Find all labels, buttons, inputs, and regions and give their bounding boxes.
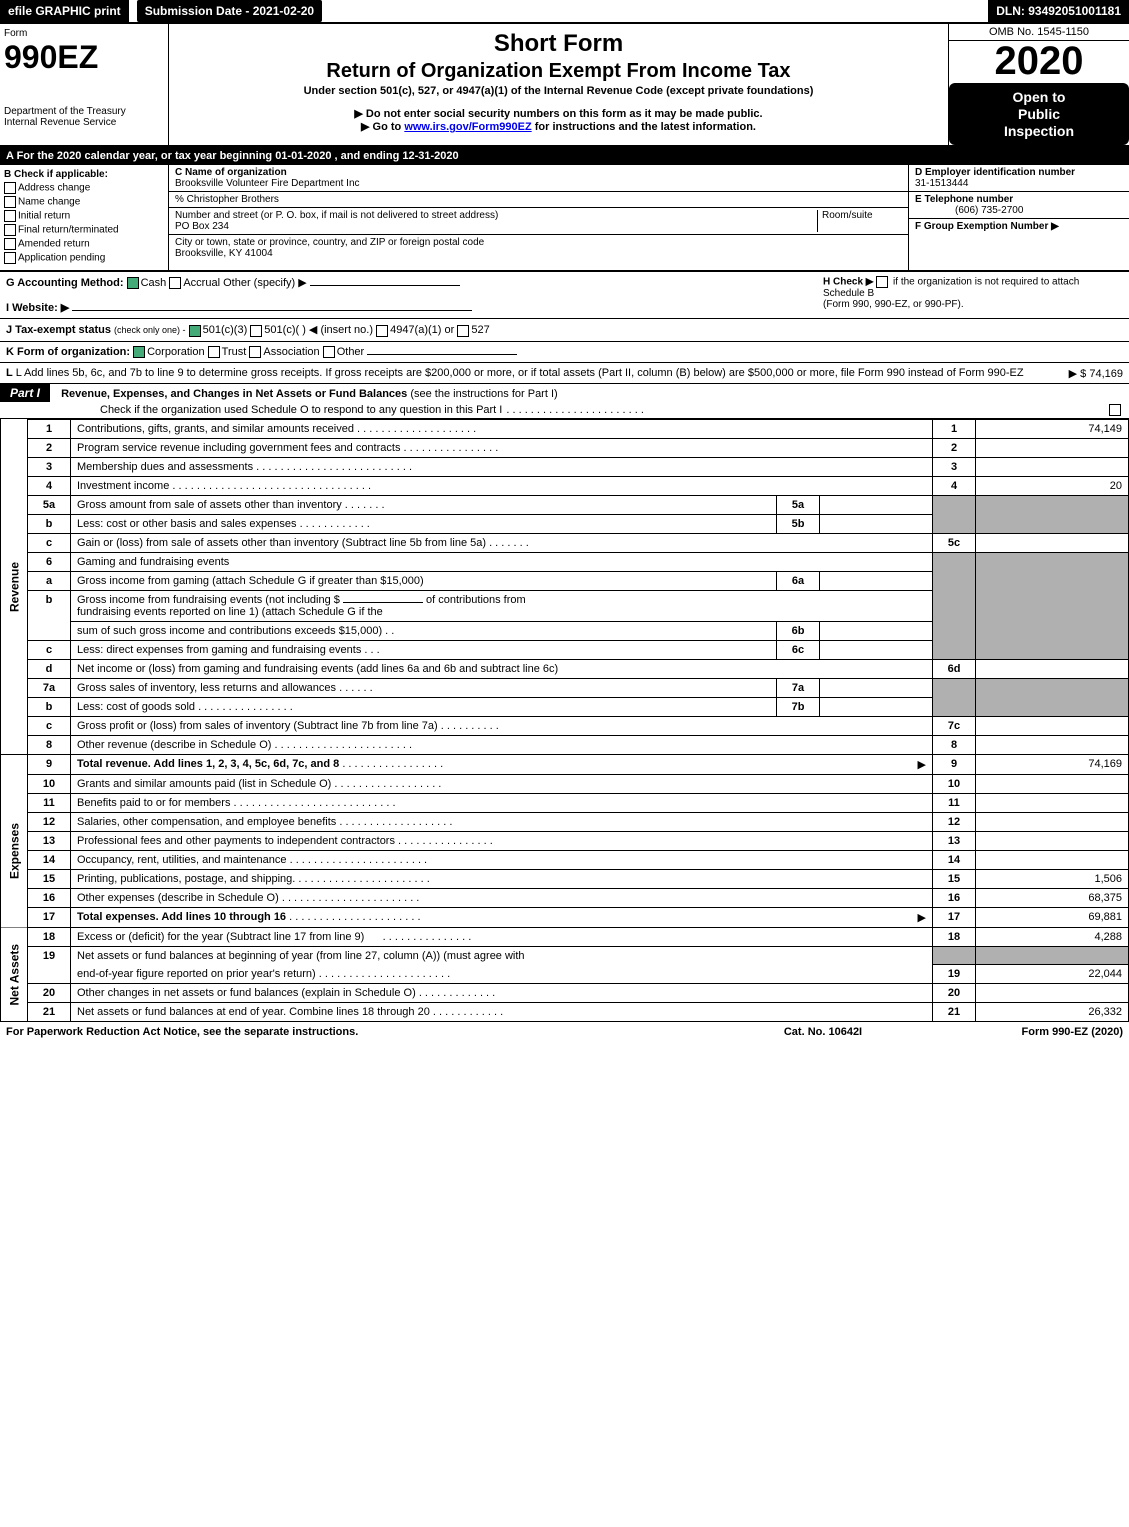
check-schedule-o[interactable] bbox=[1109, 404, 1121, 416]
goto-link-row: ▶ Go to www.irs.gov/Form990EZ for instru… bbox=[189, 120, 928, 133]
warning-ssn: ▶ Do not enter social security numbers o… bbox=[189, 107, 928, 120]
line6c-value bbox=[820, 640, 933, 659]
check-amended[interactable]: Amended return bbox=[4, 238, 164, 250]
line15-value: 1,506 bbox=[976, 869, 1129, 888]
i-label: I Website: ▶ bbox=[6, 302, 69, 314]
form-number: 990EZ bbox=[4, 39, 164, 76]
room-label: Room/suite bbox=[817, 210, 902, 232]
form-header: Form 990EZ Department of the Treasury In… bbox=[0, 24, 1129, 147]
phone-value: (606) 735-2700 bbox=[915, 205, 1023, 216]
entity-block: B Check if applicable: Address change Na… bbox=[0, 165, 1129, 272]
check-h[interactable] bbox=[876, 276, 888, 288]
line1-value: 74,149 bbox=[976, 419, 1129, 438]
line7b-value bbox=[820, 697, 933, 716]
line2-value bbox=[976, 438, 1129, 457]
street-label: Number and street (or P. O. box, if mail… bbox=[175, 210, 498, 221]
line16-value: 68,375 bbox=[976, 888, 1129, 907]
line20-value bbox=[976, 984, 1129, 1003]
c-label: C Name of organization bbox=[175, 167, 287, 178]
check-pending[interactable]: Application pending bbox=[4, 252, 164, 264]
d-label: D Employer identification number bbox=[915, 167, 1075, 178]
title-short-form: Short Form bbox=[189, 30, 928, 58]
e-label: E Telephone number bbox=[915, 194, 1013, 205]
line21-value: 26,332 bbox=[976, 1003, 1129, 1022]
tax-year: 2020 bbox=[949, 41, 1129, 81]
check-trust[interactable] bbox=[208, 346, 220, 358]
top-bar: efile GRAPHIC print Submission Date - 20… bbox=[0, 0, 1129, 24]
revenue-label: Revenue bbox=[1, 419, 28, 754]
check-assoc[interactable] bbox=[249, 346, 261, 358]
line13-value bbox=[976, 831, 1129, 850]
line17-value: 69,881 bbox=[976, 907, 1129, 927]
line19-value: 22,044 bbox=[976, 965, 1129, 984]
title-return: Return of Organization Exempt From Incom… bbox=[189, 60, 928, 83]
line5c-value bbox=[976, 533, 1129, 552]
line9-value: 74,169 bbox=[976, 754, 1129, 774]
line7c-value bbox=[976, 716, 1129, 735]
care-of: % Christopher Brothers bbox=[175, 194, 279, 205]
check-b-label: B Check if applicable: bbox=[4, 169, 164, 180]
accounting-row: G Accounting Method: Cash Accrual Other … bbox=[0, 272, 1129, 319]
check-other-org[interactable] bbox=[323, 346, 335, 358]
line3-value bbox=[976, 457, 1129, 476]
check-address[interactable]: Address change bbox=[4, 182, 164, 194]
footer-catalog: Cat. No. 10642I bbox=[723, 1026, 923, 1038]
check-501c3[interactable] bbox=[189, 325, 201, 337]
net-assets-label: Net Assets bbox=[1, 927, 28, 1022]
line5b-value bbox=[820, 514, 933, 533]
ein-value: 31-1513444 bbox=[915, 178, 968, 189]
dept-label-2: Internal Revenue Service bbox=[4, 117, 164, 128]
gross-receipts-row: L L Add lines 5b, 6c, and 7b to line 9 t… bbox=[0, 363, 1129, 384]
f-label: F Group Exemption Number ▶ bbox=[915, 221, 1059, 232]
part-i-badge: Part I bbox=[0, 384, 50, 402]
tax-period-row: A For the 2020 calendar year, or tax yea… bbox=[0, 147, 1129, 165]
street-value: PO Box 234 bbox=[175, 221, 229, 232]
org-type-row: K Form of organization: Corporation Trus… bbox=[0, 342, 1129, 363]
expenses-label: Expenses bbox=[1, 774, 28, 927]
efile-print-button[interactable]: efile GRAPHIC print bbox=[0, 0, 129, 22]
line7a-value bbox=[820, 678, 933, 697]
check-527[interactable] bbox=[457, 325, 469, 337]
line8-value bbox=[976, 735, 1129, 754]
org-name: Brooksville Volunteer Fire Department In… bbox=[175, 178, 360, 189]
check-501c[interactable] bbox=[250, 325, 262, 337]
g-label: G Accounting Method: bbox=[6, 277, 124, 289]
check-corp[interactable] bbox=[133, 346, 145, 358]
line12-value bbox=[976, 812, 1129, 831]
part-i-check-text: Check if the organization used Schedule … bbox=[100, 404, 502, 416]
line10-value bbox=[976, 774, 1129, 793]
check-initial[interactable]: Initial return bbox=[4, 210, 164, 222]
subtitle-section: Under section 501(c), 527, or 4947(a)(1)… bbox=[189, 85, 928, 97]
check-4947[interactable] bbox=[376, 325, 388, 337]
line4-value: 20 bbox=[976, 476, 1129, 495]
irs-link[interactable]: www.irs.gov/Form990EZ bbox=[404, 121, 531, 133]
line11-value bbox=[976, 793, 1129, 812]
city-value: Brooksville, KY 41004 bbox=[175, 248, 273, 259]
page-footer: For Paperwork Reduction Act Notice, see … bbox=[0, 1022, 1129, 1042]
check-final[interactable]: Final return/terminated bbox=[4, 224, 164, 236]
submission-date-button[interactable]: Submission Date - 2021-02-20 bbox=[137, 0, 322, 22]
line18-value: 4,288 bbox=[976, 927, 1129, 946]
line6a-value bbox=[820, 571, 933, 590]
line6b-value bbox=[820, 621, 933, 640]
check-cash[interactable] bbox=[127, 277, 139, 289]
line14-value bbox=[976, 850, 1129, 869]
footer-left: For Paperwork Reduction Act Notice, see … bbox=[6, 1026, 723, 1038]
gross-amount: ▶ $ 74,169 bbox=[1069, 367, 1123, 380]
check-name[interactable]: Name change bbox=[4, 196, 164, 208]
line5a-value bbox=[820, 495, 933, 514]
part-i-header-row: Part I Revenue, Expenses, and Changes in… bbox=[0, 384, 1129, 419]
check-accrual[interactable] bbox=[169, 277, 181, 289]
tax-status-row: J Tax-exempt status (check only one) - 5… bbox=[0, 319, 1129, 341]
lines-table: Revenue 1 Contributions, gifts, grants, … bbox=[0, 419, 1129, 1023]
dln-label: DLN: 93492051001181 bbox=[988, 0, 1129, 22]
city-label: City or town, state or province, country… bbox=[175, 237, 484, 248]
line6d-value bbox=[976, 659, 1129, 678]
dept-label-1: Department of the Treasury bbox=[4, 106, 164, 117]
h-text2: (Form 990, 990-EZ, or 990-PF). bbox=[823, 299, 964, 310]
form-label: Form bbox=[4, 28, 164, 39]
inspection-badge: Open to Public Inspection bbox=[949, 83, 1129, 145]
footer-form: Form 990-EZ (2020) bbox=[923, 1026, 1123, 1038]
